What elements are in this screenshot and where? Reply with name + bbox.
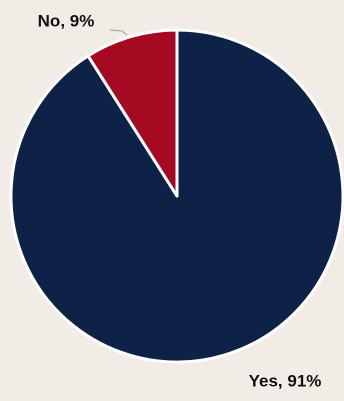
leader-line bbox=[109, 29, 128, 36]
pie-slice bbox=[86, 28, 179, 198]
slices bbox=[9, 28, 344, 364]
slice-label: No, 9% bbox=[38, 11, 95, 30]
slice-label: Yes, 91% bbox=[249, 371, 322, 390]
